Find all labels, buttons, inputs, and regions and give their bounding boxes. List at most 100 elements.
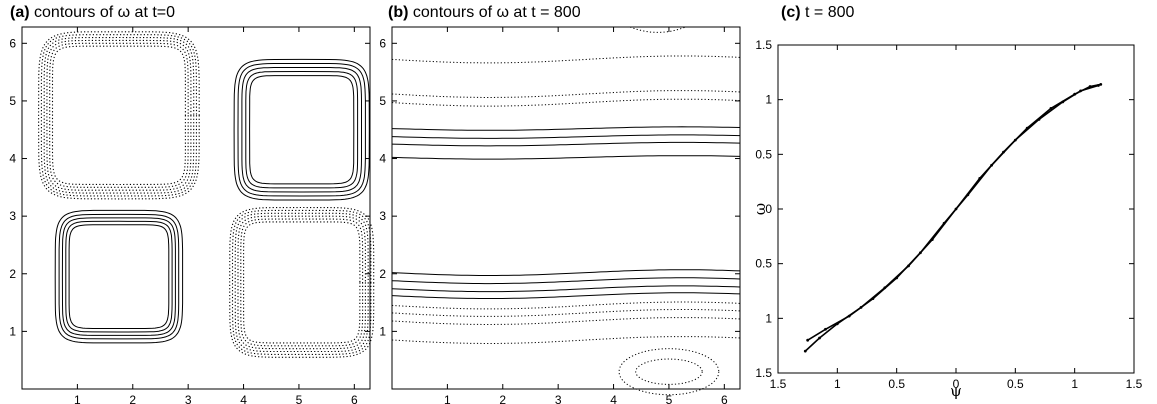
panel-c-point [1079, 89, 1082, 93]
panel-a-contour-positive [58, 213, 180, 340]
panel-c-point [1013, 138, 1017, 142]
panel-c-point [895, 276, 899, 280]
panel-c-letter: (c) [781, 4, 801, 21]
panel-b-oval-dotted [635, 358, 703, 385]
panel-b-frame [391, 26, 741, 390]
panel-b-contour-dotted [391, 55, 741, 64]
panel-c-xtick-label: 1.5 [770, 377, 787, 391]
panel-c-ytick-label: 1.5 [755, 38, 772, 52]
panel-c-point [919, 251, 922, 255]
panel-a-contour-negative [229, 206, 375, 358]
panel-c-point [966, 193, 970, 197]
panel-b-xtick-label: 1 [444, 393, 451, 404]
panel-b-contour-dotted [391, 317, 741, 325]
panel-a-contour-negative [46, 39, 192, 191]
panel-a-title-text: contours of ω at t=0 [34, 4, 176, 21]
panel-b-contour-solid [391, 141, 741, 147]
panel-a-frame [21, 26, 371, 390]
panel-a-xtick-label: 1 [74, 393, 81, 404]
panel-a-xtick-label: 5 [296, 393, 303, 404]
panel-c-point [1061, 100, 1065, 104]
panel-a-xtick-label: 6 [351, 393, 358, 404]
panel-c-title-text: t = 800 [805, 4, 855, 21]
panel-c-point [1099, 82, 1103, 86]
panel-a-contour-negative [49, 42, 189, 188]
panel-c-point [1037, 117, 1041, 121]
panel-b-ytick-label: 2 [379, 267, 386, 281]
panel-a-xtick-label: 4 [240, 393, 247, 404]
panel-b-xtick-label: 6 [721, 393, 728, 404]
panel-b-contour-dotted [391, 336, 741, 344]
panel-a-xtick-label: 3 [185, 393, 192, 404]
panel-c-point [818, 336, 821, 340]
panel-c-xtick-label: 1 [834, 377, 841, 391]
panel-b-ytick-label: 4 [379, 152, 386, 166]
panel-b-xtick-label: 4 [610, 393, 617, 404]
panel-b-xtick-label: 3 [555, 393, 562, 404]
panel-c-ytick-label: 1 [765, 93, 772, 107]
panel-a-title: (a) contours of ω at t=0 [10, 4, 175, 22]
panel-a-contour-negative [240, 218, 364, 347]
panel-b-xtick-label: 5 [666, 393, 673, 404]
panel-b-xtick-label: 2 [499, 393, 506, 404]
panel-a-ytick-label: 1 [9, 324, 16, 338]
panel-a-ytick-label: 5 [9, 94, 16, 108]
panel-a-contour-positive [61, 217, 176, 336]
panel-c-point [871, 297, 875, 301]
panel-a-ytick-label: 2 [9, 267, 16, 281]
panel-c-point [803, 349, 807, 353]
panel-b-contour-dotted [391, 90, 741, 98]
panel-b-ytick-label: 1 [379, 324, 386, 338]
panel-c-series-line [804, 83, 1101, 352]
panel-b-contour-solid [391, 292, 741, 299]
panel-a-contour-negative [231, 209, 372, 355]
panel-a-contour-negative [243, 221, 361, 344]
panel-c-point [847, 314, 851, 318]
panel-a-contour-positive [65, 220, 173, 333]
panel-b-oval-dotted [618, 348, 720, 396]
panel-a-ytick-label: 6 [9, 36, 16, 50]
panel-a-ytick-label: 3 [9, 209, 16, 223]
panel-b-contour-solid [391, 269, 741, 276]
panel-c-xtick-label: 1.5 [1126, 377, 1143, 391]
panel-c-ytick-label: 0.5 [755, 147, 772, 161]
panel-b-top-arc [629, 26, 686, 33]
panel-b-title: (b) contours of ω at t = 800 [388, 4, 581, 22]
panel-b-contour-dotted [391, 301, 741, 310]
panel-c-ylabel: ω [751, 203, 769, 215]
panel-a-contour-negative [43, 36, 195, 194]
panel-a-contour-positive [245, 70, 359, 189]
panel-b-ytick-label: 3 [379, 209, 386, 223]
panel-a-contour-negative [51, 45, 186, 186]
panel-c-ytick-label: 0.5 [755, 257, 772, 271]
panel-a-contour-negative [237, 215, 366, 350]
panel-c-ytick-label: 1 [765, 311, 772, 325]
panel-c-xtick-label: 1 [1071, 377, 1078, 391]
panel-b-title-text: contours of ω at t = 800 [412, 4, 581, 21]
panel-a-contour-positive [54, 209, 184, 344]
panel-c-ytick-label: 1.5 [755, 366, 772, 380]
panel-b-contour-dotted [391, 98, 741, 107]
panel-c-xtick-label: 0.5 [1007, 377, 1024, 391]
panel-a-contour-negative [40, 34, 198, 197]
panel-c-series-line [807, 84, 1099, 341]
panel-b-letter: (b) [388, 4, 409, 21]
panel-a-contour-positive [249, 75, 355, 185]
panel-a-ytick-label: 4 [9, 152, 16, 166]
panel-a-contour-negative [234, 212, 369, 353]
panel-c-ytick-label: 0 [765, 202, 772, 216]
panel-a-xtick-label: 2 [129, 393, 136, 404]
panel-c-point [990, 163, 993, 167]
panel-b-contour-dotted [391, 309, 741, 317]
panel-b-contour-solid [391, 285, 741, 293]
panel-a-contour-negative [38, 31, 200, 200]
panel-b-contour-solid [391, 134, 741, 139]
panel-b-ytick-label: 6 [379, 36, 386, 50]
panel-c-xtick-label: 0 [953, 377, 960, 391]
panel-c-xtick-label: 0.5 [888, 377, 905, 391]
panel-b-ytick-label: 5 [379, 94, 386, 108]
panel-c-point [1097, 84, 1100, 87]
panel-a-letter: (a) [10, 4, 30, 21]
